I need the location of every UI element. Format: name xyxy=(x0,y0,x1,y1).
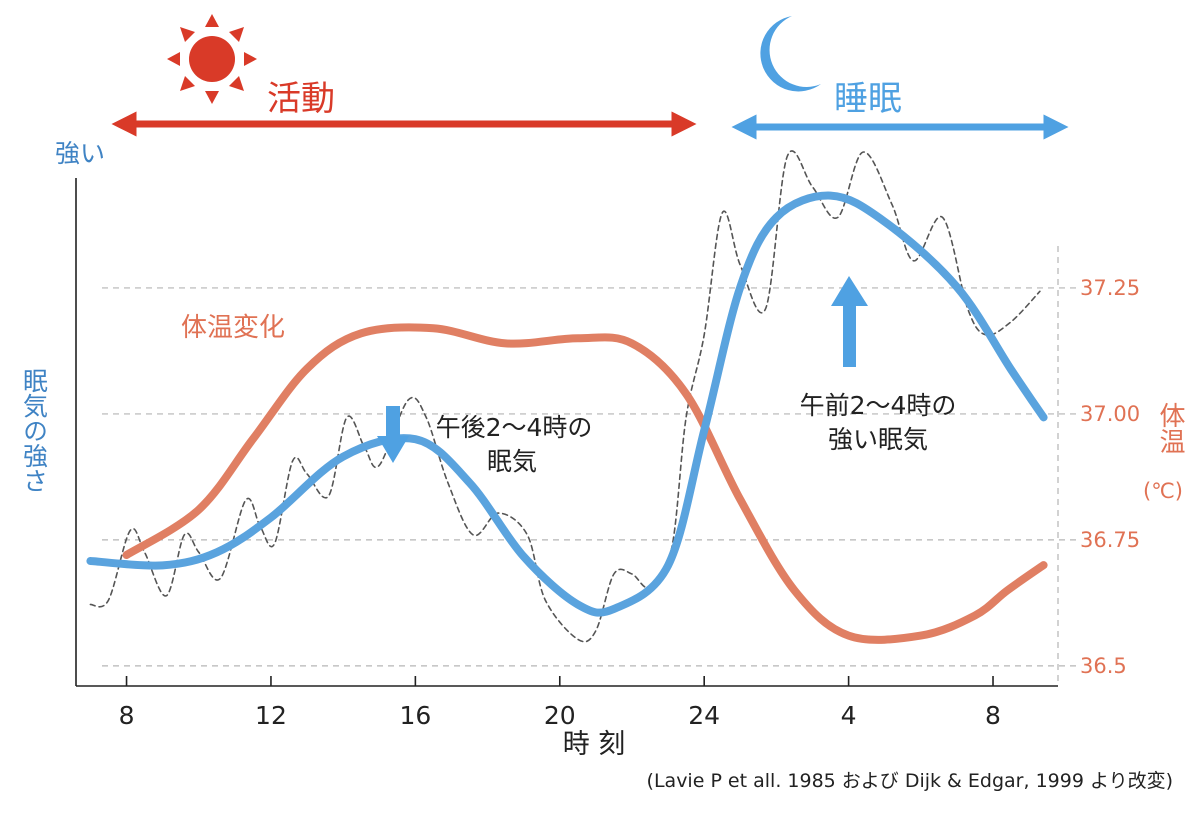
up-arrow-icon xyxy=(831,276,868,367)
x-tick-label: 16 xyxy=(399,701,431,730)
night-peak-label-line2: 強い眠気 xyxy=(828,425,928,454)
temperature-series-label: 体温変化 xyxy=(181,313,285,343)
right-axis-label: 体温 xyxy=(1155,402,1185,454)
temperature-line xyxy=(122,323,1048,644)
x-tick-label: 24 xyxy=(688,701,720,730)
gridlines xyxy=(102,287,1080,667)
moon-icon xyxy=(760,16,821,92)
right-tick-label: 36.75 xyxy=(1080,528,1140,552)
down-arrow-icon xyxy=(377,406,409,463)
afternoon-dip-label-line1: 午後2〜4時の xyxy=(436,413,593,442)
right-axis-unit: (℃) xyxy=(1143,479,1183,503)
activity-label: 活動 xyxy=(267,79,335,119)
axes xyxy=(75,178,1059,687)
x-tick-label: 8 xyxy=(985,701,1001,730)
tick-labels: 37.25 37.00 36.75 36.5 8 12 16 20 24 4 8 xyxy=(119,276,1141,730)
afternoon-dip-label-line2: 眠気 xyxy=(487,447,537,476)
sun-icon xyxy=(167,14,257,104)
night-peak-annotation: 午前2〜4時の 強い眠気 xyxy=(800,276,957,454)
series xyxy=(86,150,1048,644)
source-note: (Lavie P et all. 1985 および Dijk & Edgar, … xyxy=(647,770,1173,792)
left-axis-label: 眠気の強さ xyxy=(20,368,49,493)
right-tick-label: 37.25 xyxy=(1080,276,1140,300)
sleepiness-measured-line xyxy=(89,150,1041,643)
right-tick-label: 37.00 xyxy=(1080,402,1140,426)
afternoon-dip-annotation: 午後2〜4時の 眠気 xyxy=(377,406,592,476)
x-tick-label: 20 xyxy=(544,701,576,730)
x-tick-label: 4 xyxy=(841,701,857,730)
x-axis-label: 時 刻 xyxy=(563,729,626,760)
right-tick-label: 36.5 xyxy=(1080,654,1127,678)
x-tick-label: 8 xyxy=(119,701,135,730)
left-axis-top-label: 強い xyxy=(55,139,105,168)
sleepiness-line xyxy=(86,191,1048,617)
sleep-label: 睡眠 xyxy=(834,79,902,119)
night-peak-label-line1: 午前2〜4時の xyxy=(800,391,957,420)
x-tick-label: 12 xyxy=(255,701,287,730)
